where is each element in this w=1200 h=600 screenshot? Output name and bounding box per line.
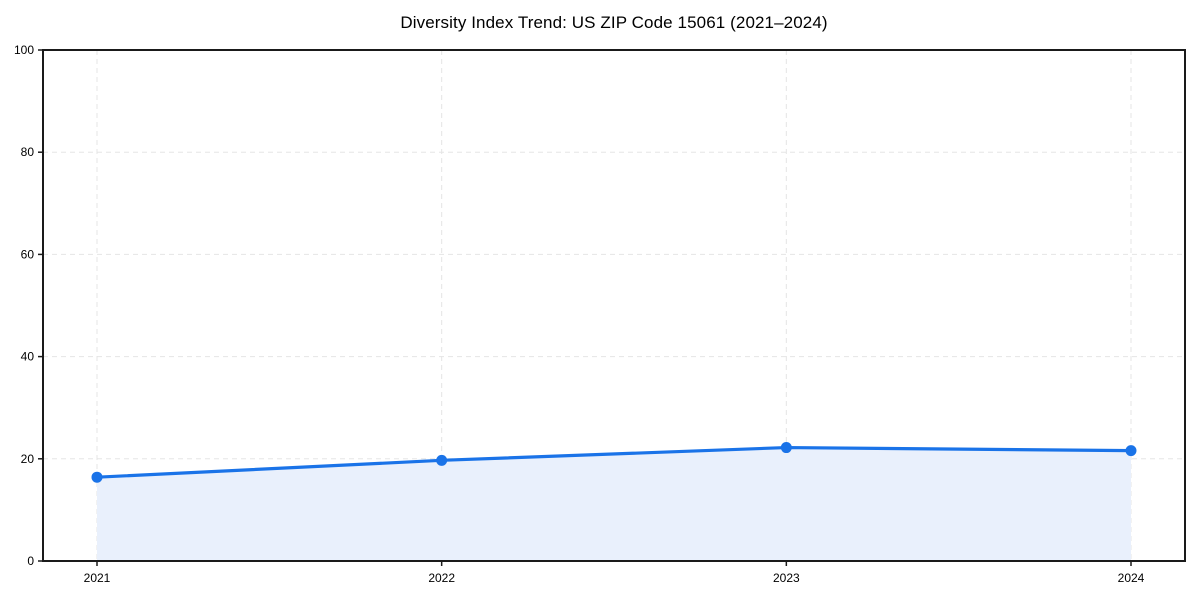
y-tick-label: 20 xyxy=(21,452,35,466)
y-tick-label: 100 xyxy=(14,43,34,57)
data-point-marker xyxy=(91,471,103,483)
y-tick-label: 40 xyxy=(21,350,35,364)
y-tick-label: 0 xyxy=(27,554,34,568)
data-point-marker xyxy=(780,442,792,454)
x-tick-label: 2023 xyxy=(773,571,800,585)
y-tick-label: 80 xyxy=(21,145,35,159)
chart-title: Diversity Index Trend: US ZIP Code 15061… xyxy=(400,13,828,32)
x-tick-label: 2022 xyxy=(428,571,455,585)
series-line xyxy=(95,445,1133,479)
data-point-marker xyxy=(436,454,448,466)
plot-border xyxy=(42,49,1186,562)
y-tick-label: 60 xyxy=(21,247,35,261)
data-point-marker xyxy=(1125,445,1137,457)
series-area xyxy=(97,447,1131,561)
x-tick-label: 2021 xyxy=(84,571,111,585)
x-tick-label: 2024 xyxy=(1118,571,1145,585)
